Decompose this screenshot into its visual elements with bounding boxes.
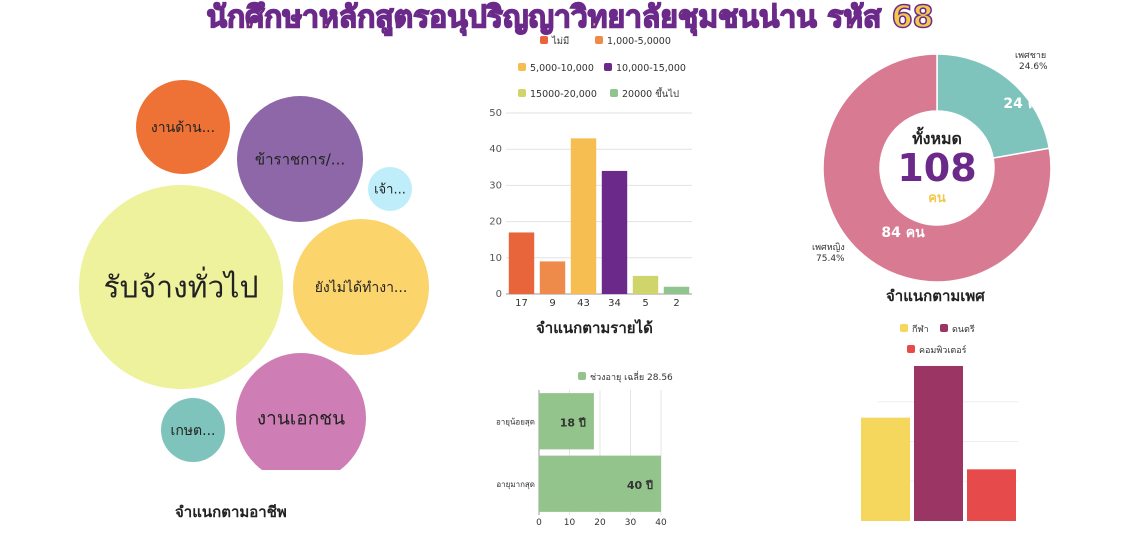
bubble-1[interactable]: [236, 353, 366, 470]
income-legend-0: ไม่มี: [551, 35, 569, 47]
gender-slice-label-1: 84 คน: [881, 225, 925, 241]
age-xtick: 40: [655, 518, 667, 528]
age-xtick: 30: [625, 518, 637, 528]
age-legend-swatch: [578, 372, 586, 380]
age-xtick: 0: [536, 518, 542, 528]
gender-unit: คน: [928, 191, 946, 206]
income-bar-4[interactable]: [632, 275, 659, 294]
bubble-label-2: ข้าราชการ/...: [255, 150, 345, 168]
income-value-label-5: 2: [673, 298, 679, 309]
age-bar-1[interactable]: [539, 455, 661, 512]
gender-total: 108: [897, 146, 976, 190]
gender-caption: จำแนกตามเพศ: [886, 287, 985, 305]
bubble-6[interactable]: [368, 167, 412, 211]
income-ytick: 0: [496, 289, 502, 300]
gender-slice-percent-0: 24.6%: [1019, 62, 1048, 72]
income-bar-3[interactable]: [601, 170, 628, 294]
activity-legend-swatch-1: [940, 324, 948, 332]
activity-bar-1[interactable]: [914, 365, 963, 521]
gender-slice-1[interactable]: [822, 53, 1052, 283]
gender-slice-name-0: เพศชาย: [1015, 51, 1046, 61]
bubble-5[interactable]: [161, 398, 225, 462]
income-legend-5: 20000 ขึ้นไป: [622, 87, 679, 100]
income-value-label-2: 43: [577, 298, 590, 309]
income-bar-2[interactable]: [570, 138, 597, 294]
income-legend-swatch-0: [540, 36, 548, 44]
age-value-label-1: 40 ปี: [627, 479, 653, 492]
bubble-label-1: งานเอกชน: [257, 408, 345, 430]
income-ytick: 20: [489, 217, 502, 228]
bubble-label-3: ยังไม่ได้ทำงา...: [315, 279, 408, 296]
bubble-4[interactable]: [136, 80, 230, 174]
income-bar-5[interactable]: [663, 286, 690, 294]
activity-legend-0: กีฬา: [912, 324, 929, 335]
income-legend-2: 5,000-10,000: [530, 63, 594, 74]
activity-bar-2[interactable]: [967, 469, 1016, 521]
income-ytick: 50: [489, 108, 502, 119]
gender-slice-0[interactable]: [936, 53, 1051, 159]
bubble-3[interactable]: [293, 219, 429, 355]
age-hbar-chart: ช่วงอายุ เฉลี่ย 28.56 0 10 20 30 40 18 ปี อายุน…: [496, 370, 673, 528]
income-caption: จำแนกตามรายได้: [536, 319, 653, 337]
income-bar-1[interactable]: [539, 261, 566, 294]
income-legend-swatch-1: [595, 36, 603, 44]
income-value-label-1: 9: [549, 298, 555, 309]
income-value-label-3: 34: [608, 298, 621, 309]
bubble-0[interactable]: [79, 185, 283, 389]
bubble-label-6: เจ้า...: [374, 183, 406, 198]
income-legend-swatch-2: [518, 63, 526, 71]
age-xtick: 10: [564, 518, 576, 528]
gender-slice-name-1: เพศหญิง: [812, 242, 845, 253]
income-legend-swatch-4: [518, 89, 526, 97]
income-bar-chart: ไม่มี 1,000-5,0000 5,000-10,000 10,000-15,0…: [489, 35, 692, 309]
income-value-label-0: 17: [515, 298, 528, 309]
bubble-label-4: งานด้าน...: [151, 120, 215, 136]
age-bar-0[interactable]: [539, 393, 594, 450]
income-legend-swatch-3: [604, 63, 612, 71]
page-title: นักศึกษาหลักสูตรอนุปริญญาวิทยาลัยชุมชนน่…: [206, 0, 935, 36]
income-ytick: 40: [489, 144, 502, 155]
income-ytick: 30: [489, 180, 502, 191]
income-bar-0[interactable]: [508, 232, 535, 294]
income-legend-swatch-5: [610, 89, 618, 97]
income-legend-1: 1,000-5,0000: [607, 36, 671, 47]
gender-slice-label-0: 24 คน: [1003, 96, 1047, 112]
age-category-1: อายุมากสุด: [496, 480, 535, 489]
income-value-label-4: 5: [642, 298, 648, 309]
gender-slice-percent-1: 75.4%: [816, 254, 845, 264]
activity-legend-1: ดนตรี: [952, 324, 975, 335]
income-ytick: 10: [489, 253, 502, 264]
income-legend-3: 10,000-15,000: [616, 63, 686, 74]
age-xtick: 20: [594, 518, 606, 528]
income-legend-4: 15000-20,000: [530, 89, 597, 100]
bubble-label-5: เกษต...: [171, 423, 216, 439]
activity-bar-chart: กีฬา ดนตรีคอมพิวเตอร์: [861, 324, 1018, 521]
activity-legend-swatch-0: [900, 324, 908, 332]
age-legend: ช่วงอายุ เฉลี่ย 28.56: [590, 370, 673, 383]
age-category-0: อายุน้อยสุด: [496, 417, 535, 426]
occupation-caption: จำแนกตามอาชีพ: [175, 503, 287, 521]
bubble-label-0: รับจ้างทั่วไป: [104, 267, 259, 306]
bubble-2[interactable]: [237, 96, 363, 222]
age-value-label-0: 18 ปี: [560, 416, 586, 429]
activity-legend-2: คอมพิวเตอร์: [919, 344, 967, 356]
activity-bar-0[interactable]: [861, 417, 910, 521]
activity-legend-swatch-2: [907, 345, 915, 353]
gender-center-label: ทั้งหมด: [912, 126, 962, 148]
